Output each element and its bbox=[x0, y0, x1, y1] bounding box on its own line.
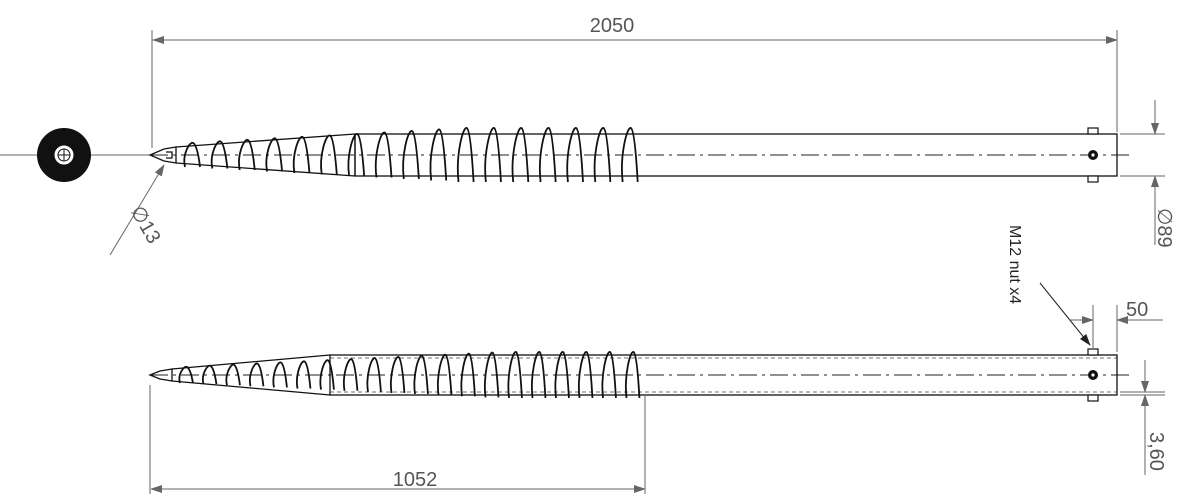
helix-turn bbox=[319, 359, 335, 390]
helix-turn bbox=[249, 362, 265, 387]
pipe-diameter-label: ∅89 bbox=[1153, 208, 1175, 248]
pipe-diameter-dimension: ∅89 bbox=[1120, 100, 1175, 248]
wall-thickness-dimension: 3,60 bbox=[1120, 360, 1167, 475]
helix-length-label: 1052 bbox=[393, 469, 438, 491]
helix-turn bbox=[238, 139, 256, 171]
helix-turn bbox=[554, 351, 570, 399]
helix-turn bbox=[272, 361, 288, 388]
helix-turn bbox=[539, 127, 557, 183]
end-view bbox=[0, 128, 152, 182]
helix-turn bbox=[366, 357, 382, 392]
helix-turn bbox=[402, 130, 420, 180]
helix-length-dimension: 1052 bbox=[149, 385, 646, 494]
overall-length-label: 2050 bbox=[590, 15, 635, 37]
helix-turn bbox=[347, 133, 366, 177]
overall-length-dimension: 2050 bbox=[151, 15, 1118, 148]
helix-turn bbox=[178, 365, 194, 384]
helix-turn bbox=[625, 351, 641, 399]
nut-note: M12 nut x4 bbox=[1006, 225, 1091, 346]
helix-turn bbox=[456, 127, 475, 183]
helix-turn bbox=[413, 355, 429, 395]
helix-turn bbox=[343, 358, 359, 391]
helix-turn bbox=[507, 351, 523, 399]
nut-offset-dimension: 50 bbox=[1070, 299, 1163, 352]
helix-turn bbox=[621, 127, 639, 183]
helix-turn bbox=[210, 140, 229, 169]
bottom-view bbox=[148, 348, 1130, 402]
helix-turn bbox=[484, 351, 500, 398]
helix-turn bbox=[484, 127, 502, 183]
nut-top-lower bbox=[1087, 175, 1099, 183]
helix-turn bbox=[511, 127, 530, 183]
helix-turn bbox=[390, 356, 406, 394]
helix-turn bbox=[202, 364, 218, 385]
helix-turn bbox=[601, 351, 617, 399]
helix-turn bbox=[374, 131, 393, 178]
nut-top-upper bbox=[1087, 127, 1099, 135]
helix-turn bbox=[531, 351, 547, 399]
nut-note-label: M12 nut x4 bbox=[1006, 225, 1023, 304]
nut-offset-label: 50 bbox=[1126, 299, 1148, 321]
tip-diameter-label: ∅13 bbox=[126, 202, 165, 247]
helix-top bbox=[183, 127, 639, 183]
helix-turn bbox=[183, 142, 201, 168]
helix-turn bbox=[265, 137, 283, 172]
helix-turn bbox=[566, 127, 584, 183]
nut-bottom-upper bbox=[1087, 348, 1099, 356]
helix-bottom bbox=[178, 351, 641, 399]
helix-turn bbox=[578, 351, 594, 399]
helix-turn bbox=[296, 360, 312, 389]
helix-turn bbox=[437, 353, 453, 396]
helix-turn bbox=[593, 127, 612, 183]
wall-thickness-label: 3,60 bbox=[1145, 432, 1167, 471]
helix-turn bbox=[292, 136, 311, 174]
helix-turn bbox=[225, 363, 241, 386]
helix-turn bbox=[429, 128, 448, 181]
helix-turn bbox=[460, 352, 476, 397]
tip-diameter-dimension: ∅13 bbox=[109, 164, 165, 256]
helix-turn bbox=[320, 134, 338, 175]
nut-bottom-lower bbox=[1087, 394, 1099, 402]
top-view bbox=[148, 127, 1132, 183]
